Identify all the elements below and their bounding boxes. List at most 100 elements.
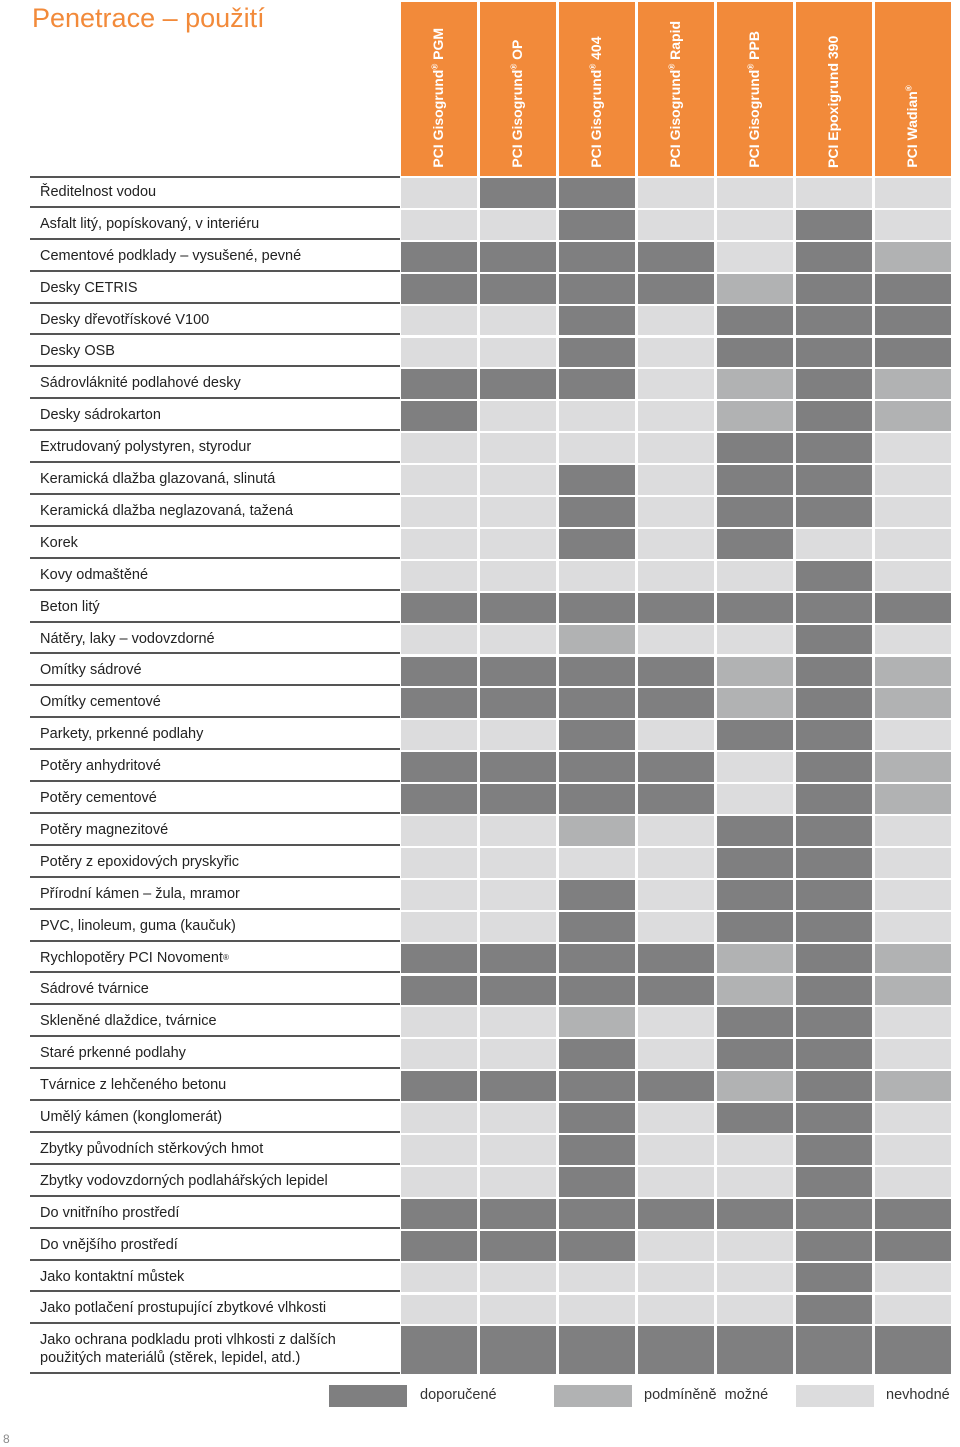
rating-cell — [480, 624, 556, 655]
rating-cell — [875, 1135, 951, 1165]
rating-cell — [559, 1135, 635, 1165]
rating-cell — [717, 1230, 793, 1261]
rating-cell — [480, 305, 556, 336]
rating-cell — [638, 656, 714, 687]
rating-cell — [638, 1071, 714, 1102]
rating-cell — [717, 1294, 793, 1325]
rating-cell — [480, 1262, 556, 1293]
row-label-text: Cementové podklady – vysušené, pevné — [40, 247, 302, 264]
registered-mark: ® — [430, 64, 440, 70]
rating-cell — [638, 209, 714, 240]
rating-cell — [559, 816, 635, 846]
legend-label: podmíněně možné — [644, 1387, 769, 1403]
table-row: Cementové podklady – vysušené, pevné — [30, 240, 954, 272]
rating-cell — [717, 273, 793, 304]
row-label-text: Sádrové tvárnice — [40, 981, 149, 998]
table-row: Korek — [30, 527, 954, 559]
rating-cell — [480, 337, 556, 368]
rating-cell — [401, 560, 477, 591]
table-row: Umělý kámen (konglomerát) — [30, 1101, 954, 1133]
rating-cell — [717, 497, 793, 527]
rating-cell — [796, 528, 872, 559]
product-header-label: PCI Gisogrund® OP — [504, 40, 527, 168]
row-label-text: Umělý kámen (konglomerát) — [40, 1109, 223, 1126]
rating-cell — [401, 943, 477, 974]
rating-cell — [559, 337, 635, 368]
rating-cell — [559, 369, 635, 400]
row-label: Jako potlačení prostupující zbytkové vlh… — [30, 1293, 400, 1325]
registered-mark: ® — [904, 85, 914, 92]
page-title: Penetrace – použití — [32, 3, 265, 33]
row-label-text: Jako kontaktní můstek — [40, 1268, 185, 1285]
rating-cell — [717, 369, 793, 400]
rating-cell — [480, 943, 556, 974]
table-row: Skleněné dlaždice, tvárnice — [30, 1005, 954, 1038]
table-row: Nátěry, laky – vodovzdorné — [30, 623, 954, 655]
row-label-text: Omítky cementové — [40, 694, 161, 711]
rating-cell — [401, 592, 477, 623]
rating-cell — [638, 305, 714, 336]
rating-cell — [796, 1326, 872, 1375]
table-row: Staré prkenné podlahy — [30, 1037, 954, 1070]
product-suffix: 404 — [588, 36, 604, 65]
rating-cell — [480, 369, 556, 400]
rating-cell — [796, 688, 872, 719]
rating-cell — [480, 497, 556, 527]
rating-cell — [796, 401, 872, 432]
row-label-text: Jako potlačení prostupující zbytkové vlh… — [40, 1300, 327, 1317]
rating-cell — [480, 433, 556, 464]
rating-cell — [875, 688, 951, 719]
rating-cell — [717, 433, 793, 464]
table-row: Jako kontaktní můstek — [30, 1261, 954, 1293]
table-row: Parkety, prkenné podlahy — [30, 718, 954, 751]
product-header-label: PCI Epoxigrund 390 — [824, 36, 843, 168]
row-label-text: Omítky sádrové — [40, 662, 142, 679]
row-label: Desky CETRIS — [30, 272, 400, 304]
rating-cell — [559, 401, 635, 432]
row-label: Desky sádrokarton — [30, 399, 400, 432]
rating-cell — [875, 816, 951, 846]
rating-cell — [638, 560, 714, 591]
rating-cell — [796, 1294, 872, 1325]
row-label: Tvárnice z lehčeného betonu — [30, 1069, 400, 1102]
legend: doporučené podmíněně možné nevhodné — [0, 1385, 960, 1409]
rating-cell — [638, 1262, 714, 1293]
rating-cell — [480, 528, 556, 559]
rating-cell — [638, 1294, 714, 1325]
rating-cell — [717, 592, 793, 623]
table-row: Přírodní kámen – žula, mramor — [30, 878, 954, 910]
rating-cell — [717, 305, 793, 336]
table-row: Sádrové tvárnice — [30, 974, 954, 1006]
rating-cell — [796, 752, 872, 783]
rating-cell — [559, 784, 635, 814]
rating-cell — [559, 911, 635, 942]
rating-cell — [559, 1230, 635, 1261]
row-label: Asfalt litý, popískovaný, v interiéru — [30, 208, 400, 240]
product-suffix: OP — [509, 39, 525, 65]
rating-cell — [638, 911, 714, 942]
row-label-text: Přírodní kámen – žula, mramor — [40, 885, 240, 902]
row-label: Potěry z epoxidových pryskyřic — [30, 846, 400, 878]
rating-cell — [796, 816, 872, 846]
rating-cell — [638, 592, 714, 623]
row-label-text: Desky sádrokarton — [40, 407, 161, 424]
product-header-label: PCI Gisogrund® PGM — [425, 28, 448, 168]
rating-cell — [401, 401, 477, 432]
rating-cell — [559, 1039, 635, 1070]
rating-cell — [875, 528, 951, 559]
table-row: Potěry cementové — [30, 782, 954, 814]
rating-cell — [875, 465, 951, 495]
rating-cell — [638, 847, 714, 878]
rating-cell — [717, 241, 793, 272]
registered-mark: ® — [222, 952, 229, 962]
rating-cell — [717, 624, 793, 655]
row-label: Potěry magnezitové — [30, 814, 400, 846]
row-label-text: Desky dřevotřískové V100 — [40, 311, 210, 328]
product-name: PCI Wadian — [904, 91, 920, 169]
rating-cell — [875, 975, 951, 1006]
rating-cell — [401, 752, 477, 783]
rating-cell — [559, 879, 635, 910]
rating-cell — [717, 1198, 793, 1229]
row-label: PVC, linoleum, guma (kaučuk) — [30, 910, 400, 942]
product-header: PCI Gisogrund® 404 — [559, 2, 635, 176]
